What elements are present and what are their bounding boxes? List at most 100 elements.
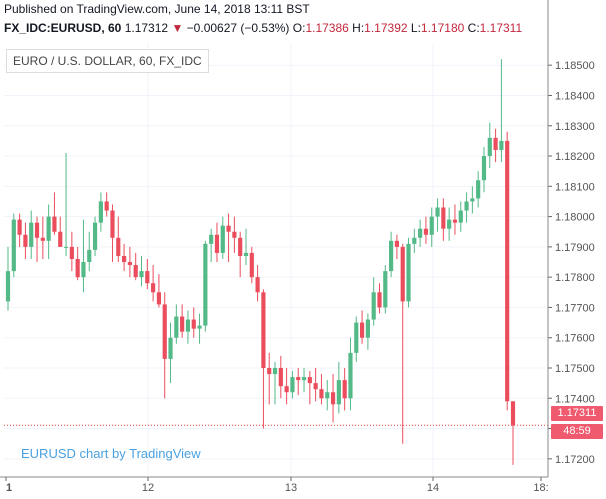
candle-body [307,377,312,384]
candle-body [505,140,510,402]
time-tick-label: 12 [142,482,154,494]
candle [5,246,11,311]
candle [429,207,434,247]
candle-body [377,292,382,308]
candle-body [394,240,399,247]
candle-body [290,377,295,393]
candle-body [319,389,324,399]
candle [17,213,22,247]
candle [383,265,388,314]
candle [418,219,423,247]
candle [58,216,63,247]
candle-body [313,383,318,390]
candle-body [127,262,132,266]
time-tick-label: 13 [285,482,297,494]
candle [110,204,115,263]
candle-body [220,225,225,253]
candle [406,237,411,308]
price-tick-label: 1.18500 [555,60,595,72]
candle-body [40,237,45,241]
candle-body [87,249,92,263]
candle [255,265,260,302]
candle-body [371,292,376,320]
candle-body [75,258,80,278]
candle-body [209,234,214,244]
candle-body [365,319,370,338]
candle-body [272,367,278,375]
candle [98,192,103,232]
candle [371,277,376,326]
candle-body [278,367,283,387]
candle-body [418,228,423,238]
candle-body [151,283,156,293]
candle-body [406,243,411,302]
candle-body [458,210,463,223]
candle [487,122,492,169]
candle [272,361,278,405]
candle-body [98,201,103,223]
candle [52,192,57,235]
candle [307,371,312,405]
candle [267,352,272,405]
candle-body [493,137,498,150]
candle [174,304,179,344]
candle [168,322,173,384]
bar-countdown-tag: 48:59 [551,424,603,439]
candle [435,198,440,232]
candle [185,310,191,344]
candle [197,313,202,344]
candle-body [81,262,86,278]
price-axis: 1.172001.173001.174001.175001.176001.177… [547,0,595,477]
candle [238,231,243,278]
candle-body [447,219,452,229]
candle [23,222,28,259]
candle-body [389,240,394,272]
time-axis: 1 12 13 14 18: [0,476,549,494]
candle-body [5,271,11,302]
candle-body [104,201,109,211]
price-tick-label: 1.17400 [555,393,595,405]
price-tick-label: 1.17900 [555,242,595,254]
candle [481,146,487,193]
candle [40,216,45,259]
candle-body [197,325,202,329]
candle [139,255,144,287]
candle [122,243,127,272]
candles [5,59,516,465]
candle-body [325,392,330,399]
candle [476,171,481,208]
candle [261,289,266,429]
candle-body [168,337,173,359]
candle [447,207,452,241]
time-tick-label: 14 [427,482,439,494]
candle [510,401,516,465]
candle [63,153,69,256]
candle [243,228,249,266]
candle-body [255,277,260,293]
watermark-link[interactable]: EURUSD chart by TradingView [21,446,201,461]
candle-body [452,219,458,223]
candle [296,367,301,396]
candle-body [412,237,417,244]
time-tick-label: 1 [6,482,12,494]
candle-body [214,234,220,253]
candle [151,265,156,302]
candle [11,213,16,278]
candle-body [499,140,504,150]
last-value: 1.17312 [124,21,169,35]
candle [359,310,365,344]
high-label: H: [352,21,365,35]
price-tick-label: 1.18300 [555,121,595,133]
candle-body [162,304,167,359]
candle [412,228,417,253]
candle [470,186,475,214]
candle [499,59,504,163]
candle-body [122,255,127,263]
candle [104,192,109,217]
candle [342,367,347,411]
candle [505,131,510,411]
candle [284,367,289,405]
candle-body [34,222,40,238]
candle [389,231,394,278]
